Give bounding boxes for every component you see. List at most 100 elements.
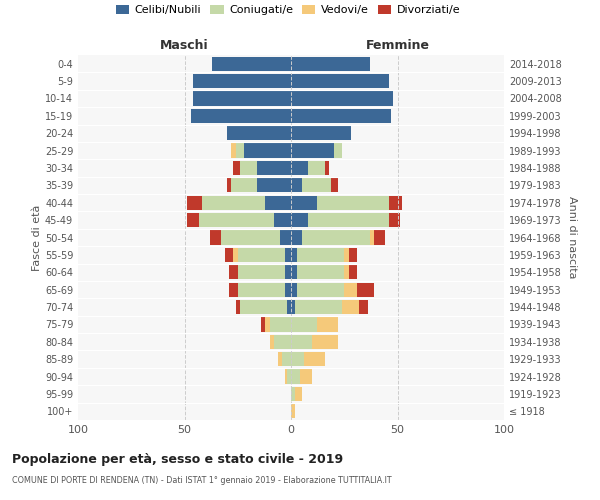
- Bar: [244, 144, 291, 158]
- Bar: [284, 248, 291, 262]
- Bar: [344, 265, 349, 280]
- Bar: [295, 387, 302, 401]
- Bar: [344, 282, 357, 297]
- Bar: [202, 196, 265, 210]
- Bar: [304, 352, 325, 366]
- Bar: [236, 300, 240, 314]
- Bar: [291, 404, 295, 418]
- Bar: [349, 248, 357, 262]
- Bar: [187, 196, 202, 210]
- Bar: [291, 300, 295, 314]
- Bar: [389, 196, 402, 210]
- Bar: [240, 161, 257, 175]
- Bar: [193, 74, 291, 88]
- Bar: [238, 282, 284, 297]
- Bar: [313, 334, 338, 349]
- Bar: [374, 230, 385, 244]
- Bar: [229, 265, 238, 280]
- Bar: [233, 161, 240, 175]
- Bar: [236, 144, 244, 158]
- Bar: [344, 248, 349, 262]
- Bar: [342, 300, 359, 314]
- Bar: [280, 230, 291, 244]
- Bar: [291, 370, 299, 384]
- Bar: [227, 126, 291, 140]
- Bar: [291, 230, 302, 244]
- Bar: [291, 108, 391, 123]
- Bar: [298, 282, 344, 297]
- Y-axis label: Anni di nascita: Anni di nascita: [567, 196, 577, 279]
- Bar: [265, 318, 270, 332]
- Bar: [295, 300, 342, 314]
- Bar: [299, 370, 312, 384]
- Bar: [278, 352, 283, 366]
- Bar: [298, 248, 344, 262]
- Bar: [227, 178, 232, 192]
- Bar: [283, 352, 291, 366]
- Bar: [284, 282, 291, 297]
- Bar: [199, 213, 274, 227]
- Bar: [291, 248, 298, 262]
- Bar: [291, 56, 370, 71]
- Bar: [210, 230, 221, 244]
- Bar: [359, 300, 368, 314]
- Bar: [238, 265, 284, 280]
- Bar: [229, 282, 238, 297]
- Bar: [308, 213, 389, 227]
- Text: Femmine: Femmine: [365, 38, 430, 52]
- Bar: [291, 92, 393, 106]
- Bar: [291, 265, 298, 280]
- Bar: [291, 352, 304, 366]
- Bar: [240, 300, 287, 314]
- Bar: [357, 282, 374, 297]
- Bar: [284, 370, 287, 384]
- Bar: [187, 213, 199, 227]
- Bar: [291, 178, 302, 192]
- Bar: [257, 178, 291, 192]
- Bar: [284, 265, 291, 280]
- Bar: [291, 196, 317, 210]
- Bar: [270, 318, 291, 332]
- Bar: [265, 196, 291, 210]
- Bar: [212, 56, 291, 71]
- Bar: [291, 318, 317, 332]
- Bar: [291, 387, 295, 401]
- Bar: [232, 178, 257, 192]
- Bar: [225, 248, 233, 262]
- Bar: [257, 161, 291, 175]
- Bar: [291, 161, 308, 175]
- Text: Maschi: Maschi: [160, 38, 209, 52]
- Bar: [274, 213, 291, 227]
- Bar: [291, 74, 389, 88]
- Bar: [334, 144, 342, 158]
- Bar: [349, 265, 357, 280]
- Bar: [191, 108, 291, 123]
- Text: COMUNE DI PORTE DI RENDENA (TN) - Dati ISTAT 1° gennaio 2019 - Elaborazione TUTT: COMUNE DI PORTE DI RENDENA (TN) - Dati I…: [12, 476, 392, 485]
- Text: Popolazione per età, sesso e stato civile - 2019: Popolazione per età, sesso e stato civil…: [12, 452, 343, 466]
- Bar: [370, 230, 374, 244]
- Bar: [302, 230, 370, 244]
- Bar: [232, 144, 236, 158]
- Bar: [302, 178, 331, 192]
- Bar: [233, 248, 238, 262]
- Bar: [261, 318, 265, 332]
- Bar: [331, 178, 338, 192]
- Bar: [291, 126, 350, 140]
- Bar: [238, 248, 284, 262]
- Bar: [287, 370, 291, 384]
- Y-axis label: Fasce di età: Fasce di età: [32, 204, 42, 270]
- Bar: [221, 230, 280, 244]
- Bar: [389, 213, 400, 227]
- Bar: [325, 161, 329, 175]
- Bar: [193, 92, 291, 106]
- Bar: [317, 318, 338, 332]
- Bar: [291, 213, 308, 227]
- Bar: [291, 144, 334, 158]
- Bar: [287, 300, 291, 314]
- Bar: [308, 161, 325, 175]
- Legend: Celibi/Nubili, Coniugati/e, Vedovi/e, Divorziati/e: Celibi/Nubili, Coniugati/e, Vedovi/e, Di…: [112, 0, 464, 20]
- Bar: [317, 196, 389, 210]
- Bar: [274, 334, 291, 349]
- Bar: [291, 334, 313, 349]
- Bar: [291, 282, 298, 297]
